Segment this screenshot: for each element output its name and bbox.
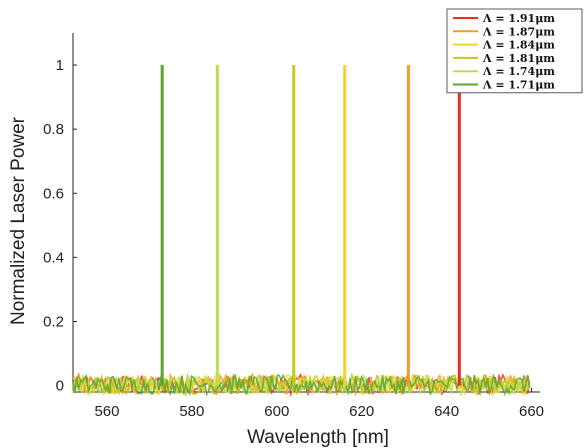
legend-label: Λ = 1.84μm	[482, 39, 555, 52]
legend-label: Λ = 1.81μm	[482, 52, 555, 65]
noise-series	[72, 372, 531, 396]
legend-box	[446, 8, 583, 94]
x-tick-label: 620	[349, 403, 374, 420]
noise-series	[72, 373, 531, 397]
y-tick-label: 0.6	[43, 185, 64, 202]
x-tick-label: 640	[434, 403, 459, 420]
legend-label: Λ = 1.71μm	[482, 79, 555, 92]
x-tick-label: 560	[94, 403, 119, 420]
x-tick-label: 580	[179, 403, 204, 420]
x-axis-title: Wavelength [nm]	[247, 427, 389, 448]
y-axis-title: Normalized Laser Power	[8, 116, 29, 325]
noise-floor	[72, 372, 531, 398]
peak-lines	[160, 65, 461, 386]
y-tick-label: 0	[56, 378, 64, 395]
legend-label: Λ = 1.91μm	[482, 12, 555, 25]
y-tick-label: 0.8	[43, 121, 64, 138]
legend-label: Λ = 1.74μm	[482, 65, 555, 78]
tick-labels: 0 0.2 0.4 0.6 0.8 1 560 580 600 620 640 660	[43, 57, 544, 420]
x-tick-label: 660	[519, 403, 544, 420]
y-tick-label: 0.2	[43, 313, 64, 330]
y-tick-label: 1	[56, 57, 64, 74]
y-tick-label: 0.4	[43, 249, 64, 266]
legend-label: Λ = 1.87μm	[482, 25, 555, 38]
x-tick-label: 600	[264, 403, 289, 420]
